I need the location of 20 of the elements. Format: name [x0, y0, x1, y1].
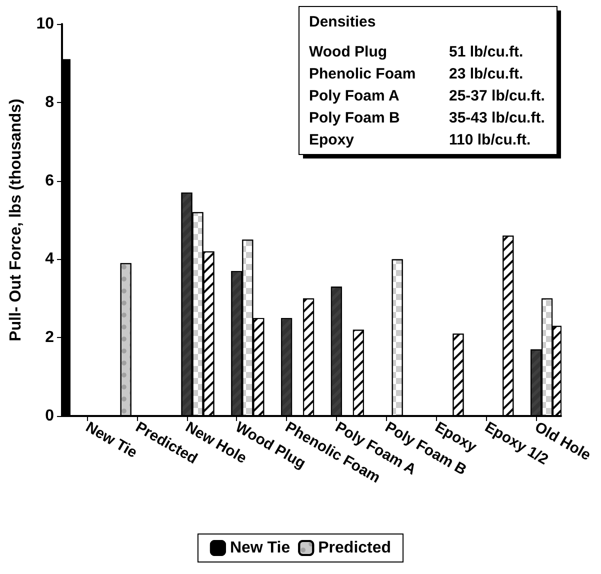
annotation: 25-37 lb/cu.ft. — [449, 88, 545, 104]
annotation: Phenolic Foam — [309, 66, 416, 82]
annotation: Poly Foam B — [309, 110, 400, 126]
y-tick-label: 10 — [36, 16, 54, 32]
annotation: 51 lb/cu.ft. — [449, 44, 524, 60]
annotation: 23 lb/cu.ft. — [449, 66, 524, 82]
y-tick-label: 8 — [45, 94, 54, 111]
y-tick-label: 4 — [45, 250, 54, 268]
legend-label: New Tie — [230, 540, 290, 556]
annotation: Poly Foam A — [309, 88, 400, 104]
legend-label: Predicted — [318, 540, 392, 556]
y-tick-label: 6 — [45, 172, 54, 190]
annotation: 110 lb/cu.ft. — [449, 132, 531, 148]
annotation: Epoxy — [309, 132, 355, 148]
y-tick-label: 0 — [45, 408, 54, 424]
y-tick-label: 2 — [45, 329, 54, 346]
annotation: Wood Plug — [309, 44, 388, 60]
y-axis-title: Pull- Out Force, lbs (thousands) — [8, 98, 24, 342]
annotation: Densities — [309, 14, 376, 30]
annotation: 35-43 lb/cu.ft. — [449, 110, 545, 126]
